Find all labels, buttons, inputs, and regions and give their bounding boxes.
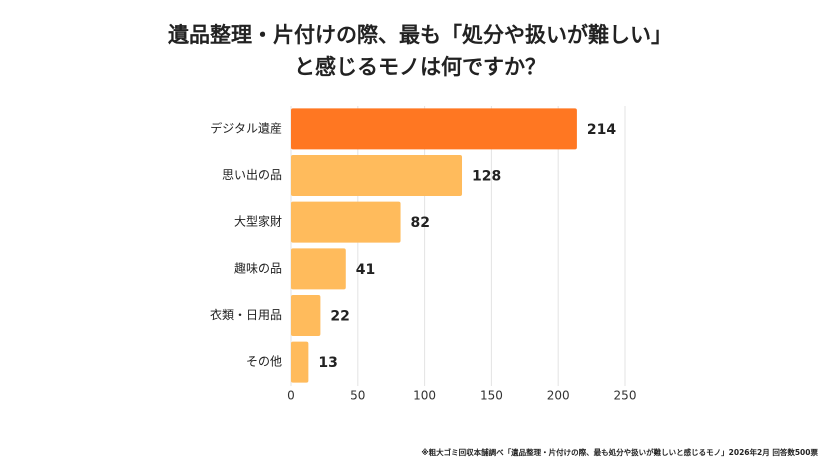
bar (291, 341, 309, 383)
value-label: 13 (318, 355, 337, 371)
chart-title: 遺品整理・片付けの際、最も「処分や扱いが難しい」 (168, 23, 672, 47)
y-tick-label: 大型家財 (234, 214, 282, 229)
bar (291, 155, 463, 196)
bar (291, 295, 321, 336)
y-tick-label: 衣類・日用品 (210, 307, 282, 322)
value-label: 82 (411, 215, 430, 231)
source-note: ※粗大ゴミ回収本舗調べ「遺品整理・片付けの際、最も処分や扱いが難しいと感じるモノ… (421, 447, 818, 457)
x-tick-label: 100 (413, 389, 436, 403)
chart-title: と感じるモノは何ですか？ (294, 55, 546, 79)
x-tick-label: 250 (614, 389, 637, 403)
value-label: 22 (330, 309, 349, 325)
x-tick-label: 0 (287, 389, 295, 403)
value-label: 214 (587, 122, 616, 138)
value-label: 41 (356, 262, 375, 278)
y-tick-label: 思い出の品 (222, 168, 282, 182)
bar (291, 248, 346, 290)
y-tick-label: 趣味の品 (234, 260, 282, 275)
bar (291, 108, 577, 150)
y-tick-label: デジタル遺産 (210, 120, 282, 135)
x-tick-label: 200 (547, 389, 570, 403)
value-label: 128 (472, 169, 501, 185)
bar (291, 201, 401, 243)
y-tick-label: その他 (246, 355, 282, 369)
x-tick-label: 50 (350, 389, 365, 403)
x-tick-label: 150 (480, 389, 503, 403)
